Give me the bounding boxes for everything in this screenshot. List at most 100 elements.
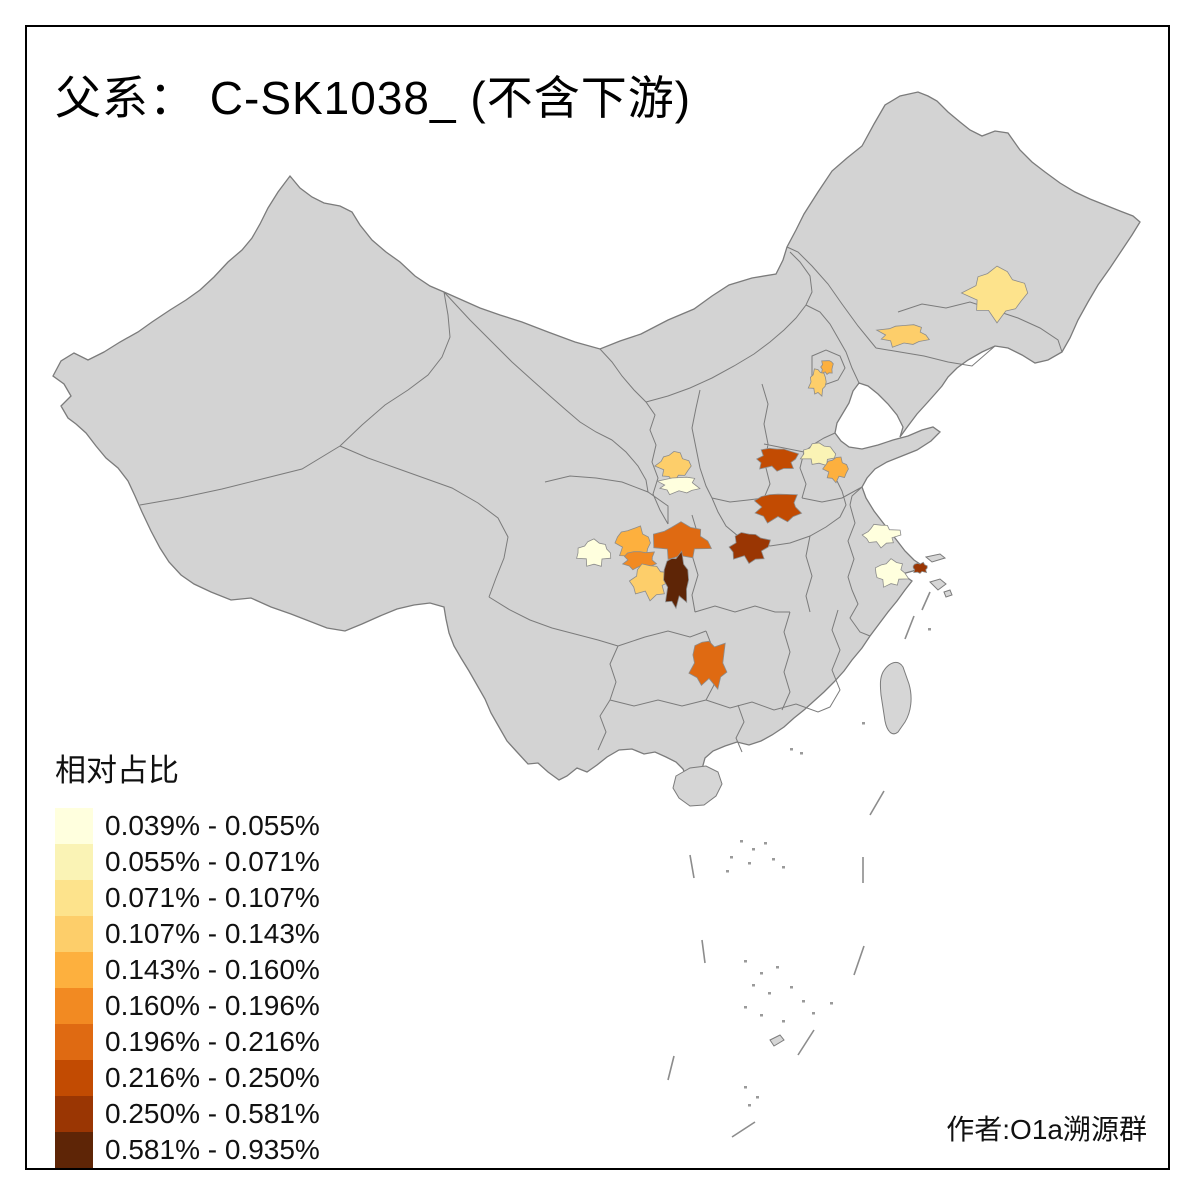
sea-boundary-dash [869, 790, 885, 816]
region-shandong-central [822, 456, 849, 484]
sea-islet [768, 992, 771, 995]
sea-islet [756, 1096, 759, 1099]
legend-label: 0.160% - 0.196% [105, 990, 320, 1021]
sea-islet [782, 866, 785, 869]
hainan-island [672, 765, 723, 807]
region-shaanxi-guanzhong-s [656, 476, 701, 496]
sea-islet [748, 1104, 751, 1107]
region-sichuan-south [628, 563, 673, 602]
legend-swatch [55, 880, 93, 916]
legend-item: 0.250% - 0.581% [55, 1096, 320, 1132]
islands-group [672, 553, 953, 1047]
legend-label: 0.216% - 0.250% [105, 1062, 320, 1093]
sea-islet [744, 1006, 747, 1009]
legend-swatch [55, 1060, 93, 1096]
region-henan-north [755, 447, 800, 472]
legend-item: 0.039% - 0.055% [55, 808, 320, 844]
taiwan-island [879, 661, 912, 735]
sea-islet [790, 748, 793, 751]
legend-label: 0.143% - 0.160% [105, 954, 320, 985]
sea-islet [776, 966, 779, 969]
legend-title: 相对占比 [55, 753, 179, 788]
region-henan-southwest [753, 493, 803, 524]
sea-islet [760, 972, 763, 975]
sea-islet [782, 1020, 785, 1023]
region-beijing [820, 360, 834, 375]
sea-islet [764, 842, 767, 845]
region-chongqing-west [652, 521, 713, 560]
legend-rows: 0.039% - 0.055% 0.055% - 0.071% 0.071% - 0… [55, 808, 320, 1168]
region-zhejiang-north [874, 558, 910, 588]
legend-swatch [55, 988, 93, 1024]
region-shanghai [912, 561, 928, 574]
sea-boundary-dash [853, 945, 865, 976]
zhoushan-islands [929, 578, 953, 598]
legend-label: 0.196% - 0.216% [105, 1026, 320, 1057]
chongming-island [924, 553, 947, 563]
sea-boundary-dash [904, 615, 915, 640]
legend-item: 0.107% - 0.143% [55, 916, 320, 952]
sea-islet [812, 1012, 815, 1015]
legend-item: 0.143% - 0.160% [55, 952, 320, 988]
legend-swatch [55, 1096, 93, 1132]
sea-islet [862, 722, 865, 725]
legend-item: 0.196% - 0.216% [55, 1024, 320, 1060]
sea-islet [760, 1014, 763, 1017]
legend-swatch [55, 1024, 93, 1060]
sea-islet [772, 858, 775, 861]
region-shaanxi-guanzhong-n [653, 450, 692, 484]
mainland-outline [52, 91, 1141, 792]
legend-swatch [55, 844, 93, 880]
sea-islet [748, 862, 751, 865]
legend-label: 0.039% - 0.055% [105, 810, 320, 841]
sea-islets-and-dashes [667, 591, 931, 1138]
legend-label: 0.055% - 0.071% [105, 846, 320, 877]
sea-islet [752, 984, 755, 987]
sea-boundary-dash [667, 1055, 675, 1081]
legend-item: 0.055% - 0.071% [55, 844, 320, 880]
region-sichuan-west [576, 538, 612, 567]
sea-islet [744, 960, 747, 963]
sea-islet [752, 848, 755, 851]
sea-islet [802, 1000, 805, 1003]
legend-label: 0.107% - 0.143% [105, 918, 320, 949]
legend-item: 0.581% - 0.935% [55, 1132, 320, 1168]
legend-swatch [55, 952, 93, 988]
sea-islet [730, 856, 733, 859]
legend-item: 0.160% - 0.196% [55, 988, 320, 1024]
region-jiangsu-south [861, 523, 902, 549]
legend-label: 0.581% - 0.935% [105, 1134, 320, 1165]
region-chongqing-southeast [663, 550, 690, 610]
legend: 相对占比 0.039% - 0.055% 0.055% - 0.071% 0.071… [55, 745, 320, 1168]
region-liaoning-west [875, 324, 931, 348]
region-heilongjiang-harbin [960, 265, 1029, 324]
region-hebei-central [807, 368, 827, 397]
region-hubei-north [728, 532, 771, 564]
sea-islet [740, 840, 743, 843]
region-hunan-central [688, 640, 728, 690]
sea-islet [726, 870, 729, 873]
legend-label: 0.071% - 0.107% [105, 882, 320, 913]
attribution: 作者:O1a溯源群 [946, 1114, 1147, 1145]
sea-boundary-dash [921, 591, 931, 611]
page-title: 父系： C-SK1038_ (不含下游) [55, 72, 692, 124]
sea-islet [830, 1002, 833, 1005]
sea-boundary-dash [689, 854, 695, 879]
legend-item: 0.216% - 0.250% [55, 1060, 320, 1096]
sea-boundary-dash [797, 1029, 815, 1056]
legend-swatch [55, 1132, 93, 1168]
colored-regions [576, 265, 1029, 690]
legend-label: 0.250% - 0.581% [105, 1098, 320, 1129]
sea-boundary-dash [731, 1121, 756, 1138]
sea-boundary-dash [701, 939, 706, 964]
sea-islet [790, 986, 793, 989]
legend-item: 0.071% - 0.107% [55, 880, 320, 916]
sea-islet [800, 752, 803, 755]
sea-islet [744, 1086, 747, 1089]
legend-swatch [55, 808, 93, 844]
sea-islet [928, 628, 931, 631]
legend-swatch [55, 916, 93, 952]
south-sea-island [769, 1034, 785, 1047]
